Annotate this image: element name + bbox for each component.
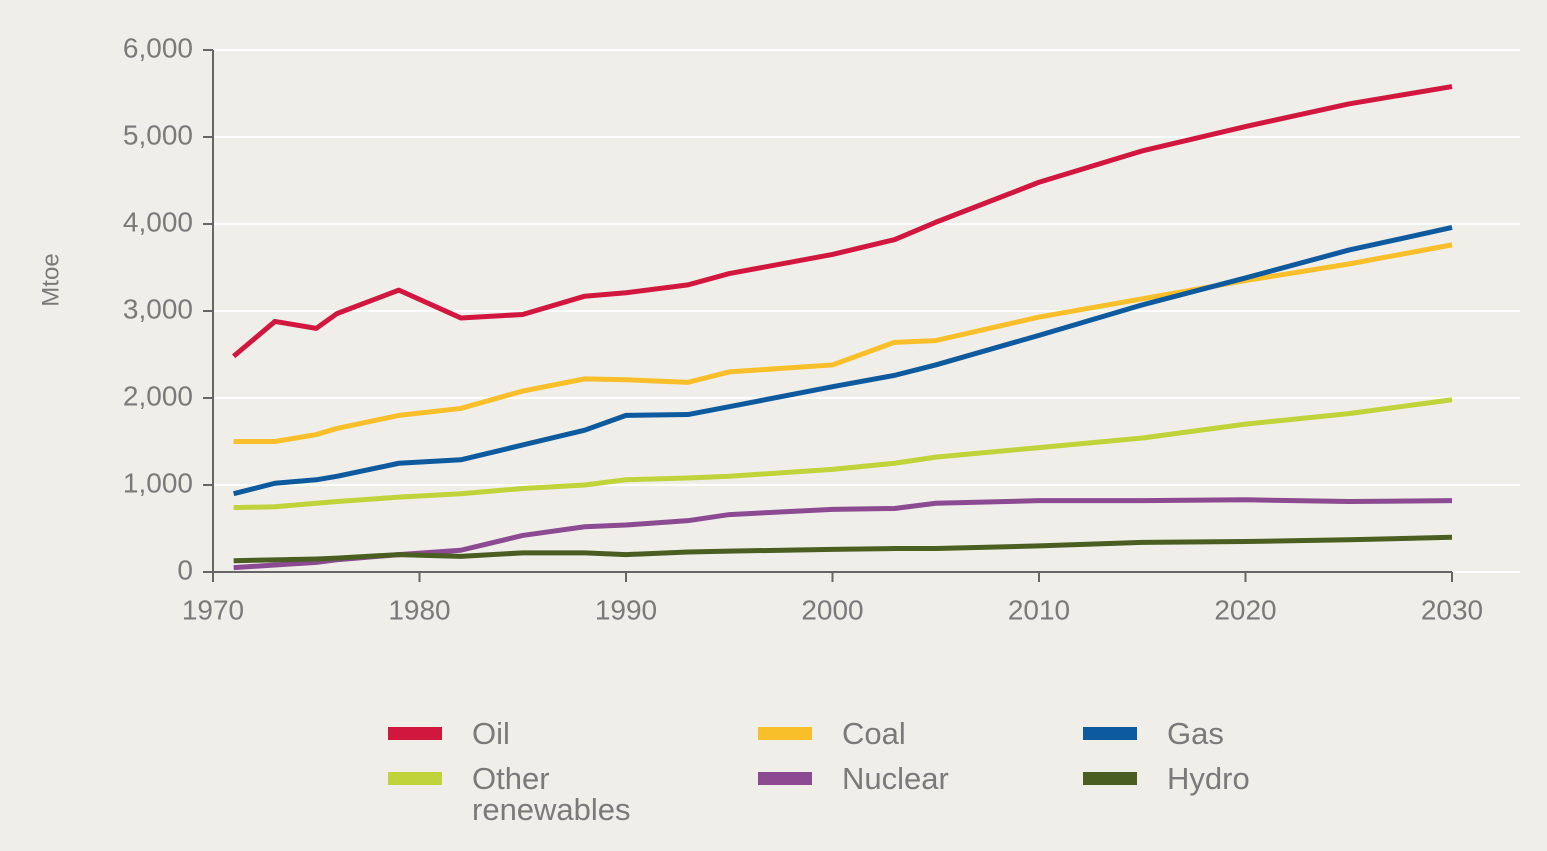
legend-item: Other renewables [388, 763, 758, 825]
legend-item: Oil [388, 718, 758, 749]
y-tick-label: 2,000 [123, 380, 193, 411]
y-tick-label: 0 [177, 554, 193, 585]
legend-label: Other renewables [472, 761, 631, 827]
plot: Mtoe 0 1,000 2,000 3,000 4,000 5,000 6,000 1970… [37, 32, 1520, 625]
x-tick-label: 1990 [595, 594, 657, 625]
y-tick-label: 5,000 [123, 119, 193, 150]
legend-label: Nuclear [842, 761, 949, 796]
x-tick-label: 2000 [801, 594, 863, 625]
legend-swatch [388, 727, 442, 740]
y-tick-label: 1,000 [123, 467, 193, 498]
legend-label: Coal [842, 716, 906, 751]
x-tick-label: 2020 [1214, 594, 1276, 625]
legend-swatch [1083, 727, 1137, 740]
legend-label: Hydro [1167, 761, 1250, 796]
series-line [233, 225, 1453, 497]
series-line [232, 84, 1453, 359]
legend-swatch [758, 772, 812, 785]
x-tick-label: 2010 [1008, 594, 1070, 625]
legend-label: Oil [472, 716, 510, 751]
series-line [233, 397, 1453, 511]
legend-swatch [388, 772, 442, 785]
x-tick-label: 1980 [388, 594, 450, 625]
y-tick-label: 3,000 [123, 293, 193, 324]
legend-item: Gas [1083, 718, 1383, 749]
legend-item: Coal [758, 718, 1083, 749]
series-line [233, 242, 1453, 444]
legend-item: Nuclear [758, 763, 1083, 825]
legend: Oil Coal Gas Other renewables Nuclear Hydro [388, 718, 1388, 825]
y-axis-label: Mtoe [37, 253, 64, 306]
legend-item: Hydro [1083, 763, 1383, 825]
x-tick-label: 1970 [182, 594, 244, 625]
y-tick-label: 6,000 [123, 32, 193, 63]
x-tick-label: 2030 [1421, 594, 1483, 625]
y-tick-label: 4,000 [123, 206, 193, 237]
series-line [233, 534, 1453, 564]
legend-swatch [758, 727, 812, 740]
legend-swatch [1083, 772, 1137, 785]
legend-label: Gas [1167, 716, 1224, 751]
